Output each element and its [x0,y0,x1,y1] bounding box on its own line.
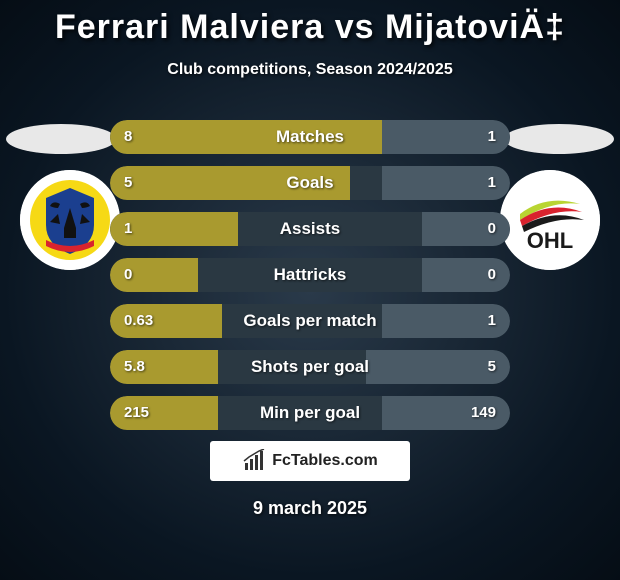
stat-row: 215149Min per goal [110,396,510,430]
stat-row: 5.85Shots per goal [110,350,510,384]
stat-label: Goals per match [110,304,510,338]
club-badge-left [20,170,120,270]
stat-row: 00Hattricks [110,258,510,292]
stat-label: Min per goal [110,396,510,430]
brand-text: FcTables.com [272,452,378,470]
stat-label: Shots per goal [110,350,510,384]
chart-icon [242,449,266,473]
stat-label: Goals [110,166,510,200]
stats-container: 81Matches 51Goals 10Assists 00Hattricks 0.63… [110,120,510,442]
stat-row: 81Matches [110,120,510,154]
brand-box: FcTables.com [210,441,410,481]
badge-right-text: OHL [527,228,573,253]
date-text: 9 march 2025 [0,498,620,519]
stat-label: Matches [110,120,510,154]
stat-label: Hattricks [110,258,510,292]
stat-row: 10Assists [110,212,510,246]
ellipse-shadow-right [504,124,614,154]
club-badge-right: OHL [500,170,600,270]
stat-label: Assists [110,212,510,246]
stat-row: 0.631Goals per match [110,304,510,338]
page-title: Ferrari Malviera vs MijatoviÄ‡ [0,0,620,47]
stat-row: 51Goals [110,166,510,200]
page-subtitle: Club competitions, Season 2024/2025 [0,61,620,79]
ellipse-shadow-left [6,124,116,154]
